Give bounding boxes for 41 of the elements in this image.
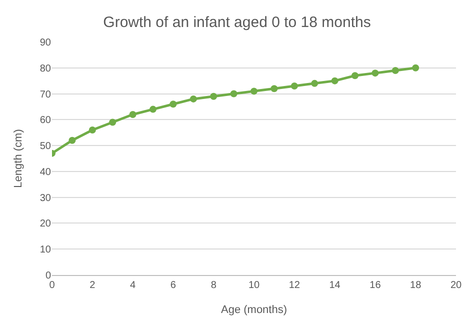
x-tick-label: 4 [130,280,136,291]
point [352,72,358,80]
x-tick-label: 16 [370,280,382,291]
y-tick-label: 20 [40,218,52,230]
y-axis-title: Length (cm) [12,129,25,188]
point [311,80,318,87]
x-tick-label: 20 [450,280,462,291]
x-tick-label: 8 [210,280,217,291]
y-tick-label: 40 [40,166,52,178]
point [109,118,116,126]
point [290,82,298,90]
point [270,85,278,92]
y-tick-label: 0 [45,270,52,282]
x-tick-label: 6 [170,280,176,291]
point [150,106,156,113]
y-tick-label: 60 [40,115,52,126]
y-tick-label: 70 [40,89,52,100]
x-tick-label: 2 [90,280,96,291]
point [129,110,136,118]
point [392,66,399,74]
y-tick-label: 50 [40,141,52,152]
chart-title: Growth of an infant aged 0 to 18 months [103,14,371,31]
x-tick-label: 18 [410,280,422,291]
point [88,126,96,134]
point [412,64,420,72]
point [372,70,379,77]
point [250,88,258,95]
point [230,90,238,98]
point [170,100,177,108]
point [190,95,197,102]
x-axis-title: Age (months) [220,304,288,316]
y-tick-label: 10 [40,244,52,256]
point [331,77,338,84]
point [68,136,76,144]
y-tick-label: 90 [40,38,52,48]
y-tick-label: 80 [40,63,52,74]
x-tick-label: 12 [288,280,300,291]
point [210,92,218,100]
x-tick-label: 10 [248,280,260,291]
y-tick-label: 30 [40,192,52,204]
x-tick-label: 14 [329,280,341,291]
